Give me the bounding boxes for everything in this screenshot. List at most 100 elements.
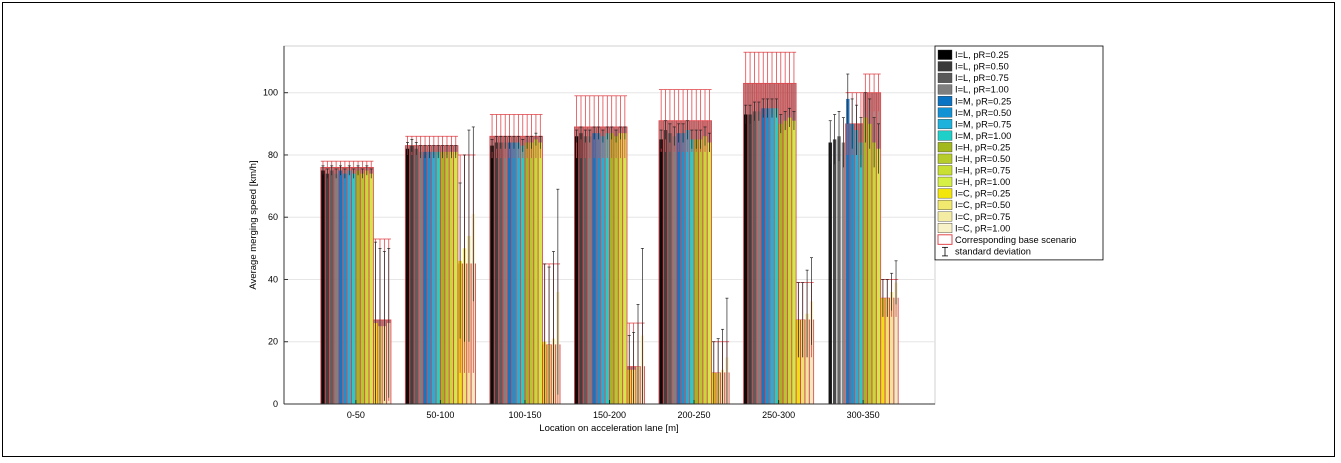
data-bar — [863, 117, 868, 404]
data-bar — [579, 133, 583, 404]
legend-label: I=H, pR=0.25 — [955, 142, 1010, 152]
data-bar — [859, 142, 863, 405]
x-tick-label: 200-250 — [678, 410, 711, 420]
y-axis-label: Average merging speed [km/h] — [248, 160, 259, 289]
data-bar — [494, 142, 499, 405]
data-bar — [868, 123, 872, 405]
data-bar — [841, 142, 846, 405]
data-bar — [885, 298, 889, 404]
legend-swatch — [937, 119, 953, 130]
data-bar — [503, 142, 507, 405]
legend-swatch — [937, 199, 953, 210]
data-bar — [334, 173, 338, 404]
legend-label: I=M, pR=0.75 — [955, 119, 1011, 129]
x-tick-label: 300-350 — [847, 410, 880, 420]
data-bar — [677, 133, 681, 404]
data-bar — [685, 130, 690, 404]
legend-swatch — [937, 188, 953, 199]
data-bar — [796, 319, 801, 404]
data-bar — [681, 133, 685, 404]
data-bar — [449, 151, 454, 404]
data-bar — [499, 142, 503, 405]
legend-swatch — [937, 61, 953, 72]
data-bar — [832, 139, 837, 405]
legend-swatch — [937, 153, 953, 164]
data-bar — [525, 142, 529, 405]
data-bar — [850, 123, 854, 405]
data-bar — [805, 313, 809, 404]
legend-label: I=L, pR=0.75 — [955, 73, 1009, 83]
legend-label: I=M, pR=0.25 — [955, 96, 1011, 106]
data-bar — [351, 173, 356, 404]
data-bar — [690, 139, 694, 405]
data-bar — [414, 148, 418, 404]
legend: I=L, pR=0.25 I=L, pR=0.50I=L, pR=0.75 I=L,… — [934, 45, 1104, 261]
data-bar — [521, 145, 525, 405]
legend-swatch — [937, 72, 953, 83]
x-tick-label: 0-50 — [347, 410, 365, 420]
legend-swatch — [937, 107, 953, 118]
x-tick-label: 150-200 — [593, 410, 626, 420]
data-bar — [774, 108, 779, 405]
data-bar — [592, 133, 596, 404]
legend-label: I=H, pR=1.00 — [955, 177, 1010, 187]
data-bar — [534, 139, 538, 405]
data-bar — [614, 136, 618, 404]
data-bar — [445, 151, 449, 404]
data-bar — [436, 151, 440, 404]
legend-swatch — [937, 211, 953, 222]
data-bar — [668, 133, 672, 404]
data-bar — [583, 136, 588, 404]
data-bar — [356, 170, 360, 404]
data-bar — [854, 130, 859, 404]
data-bar — [538, 142, 542, 405]
data-bar — [601, 136, 605, 404]
legend-swatch — [937, 234, 953, 245]
data-bar — [889, 291, 894, 404]
legend-label: I=C, pR=0.25 — [955, 189, 1010, 199]
data-bar — [343, 173, 347, 404]
figure-frame — [2, 2, 1335, 457]
data-bar — [427, 151, 432, 404]
data-bar — [596, 133, 601, 404]
x-tick-label: 100-150 — [508, 410, 541, 420]
legend-box — [934, 45, 1104, 261]
legend-label: standard deviation — [955, 246, 1031, 256]
legend-label: I=C, pR=0.75 — [955, 212, 1010, 222]
data-bar — [360, 173, 365, 404]
y-tick-label: 40 — [268, 274, 278, 284]
x-axis-label: Location on acceleration lane [m] — [539, 423, 678, 434]
data-bar — [418, 151, 423, 404]
data-bar — [507, 142, 512, 405]
y-tick-label: 20 — [268, 337, 278, 347]
data-bar — [432, 151, 436, 404]
data-bar — [490, 145, 494, 405]
data-bar — [779, 123, 783, 405]
legend-swatch — [937, 176, 953, 187]
data-bar — [529, 142, 534, 405]
data-bar — [588, 136, 592, 404]
data-bar — [347, 170, 351, 404]
legend-swatch — [937, 95, 953, 106]
legend-swatch — [937, 142, 953, 153]
data-bar — [761, 108, 765, 405]
data-bar — [605, 133, 609, 404]
legend-swatch — [937, 84, 953, 95]
data-bar — [894, 282, 898, 404]
legend-swatch — [937, 223, 953, 234]
legend-label: I=L, pR=1.00 — [955, 85, 1009, 95]
data-bar — [846, 98, 850, 404]
legend-swatch — [937, 165, 953, 176]
data-bar — [837, 136, 841, 404]
data-bar — [623, 133, 627, 404]
data-bar — [369, 173, 373, 404]
data-bar — [440, 151, 445, 404]
data-bar — [787, 117, 792, 404]
data-bar — [703, 136, 707, 404]
data-bar — [610, 133, 614, 404]
x-tick-label: 250-300 — [762, 410, 795, 420]
data-bar — [659, 139, 663, 405]
data-bar — [410, 145, 414, 405]
data-bar — [765, 108, 770, 405]
data-bar — [757, 111, 761, 405]
